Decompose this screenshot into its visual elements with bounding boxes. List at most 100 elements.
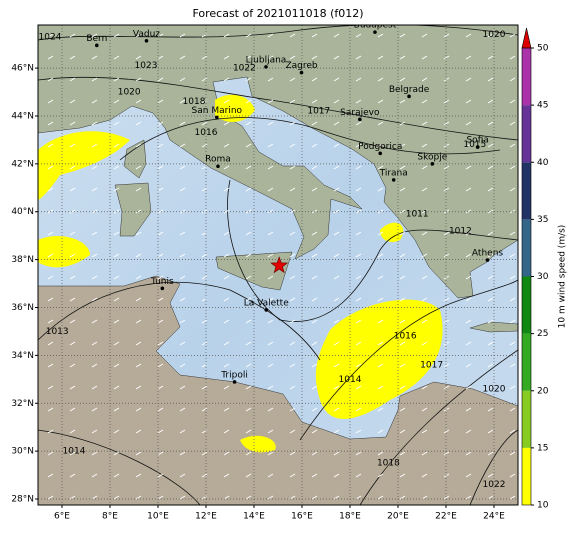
wind-barb	[223, 77, 230, 82]
city-dot	[264, 308, 269, 312]
x-tick-label: 6°E	[54, 512, 70, 522]
wind-barb	[355, 143, 362, 148]
colorbar-label: 10 m wind speed (m/s)	[558, 225, 568, 329]
wind-barb	[91, 209, 98, 214]
colorbar-bin	[522, 162, 531, 220]
wind-barb	[157, 165, 164, 170]
wind-barb	[421, 451, 428, 456]
wind-barb	[223, 99, 230, 104]
x-tick-label: 8°E	[102, 512, 118, 522]
wind-barb	[201, 209, 208, 214]
wind-barb	[201, 253, 208, 258]
wind-barb	[113, 121, 120, 126]
wind-barb	[443, 341, 450, 346]
y-tick-label: 36°N	[11, 303, 34, 313]
wind-barb	[135, 495, 142, 500]
city-label: Tunis	[150, 277, 174, 287]
wind-barb	[135, 407, 142, 412]
wind-barb	[487, 495, 494, 500]
isobar	[119, 117, 501, 161]
wind-barb	[377, 429, 384, 434]
wind-barb	[289, 143, 296, 148]
wind-barb	[267, 187, 274, 192]
wind-barb	[135, 77, 142, 82]
wind-barb	[47, 363, 54, 368]
wind-barb	[443, 143, 450, 148]
wind-barb	[135, 275, 142, 280]
wind-barb	[333, 341, 340, 346]
wind-barb	[443, 99, 450, 104]
wind-barb	[47, 253, 54, 258]
wind-barb	[289, 55, 296, 60]
city-dot	[407, 94, 411, 99]
wind-barb	[157, 231, 164, 236]
x-tick-label: 16°E	[291, 512, 313, 522]
wind-barb	[179, 231, 186, 236]
wind-barb	[135, 231, 142, 236]
wind-barb	[113, 55, 120, 60]
wind-barb	[355, 231, 362, 236]
wind-barb	[223, 495, 230, 500]
y-tick-label: 28°N	[11, 495, 34, 505]
wind-barb	[289, 77, 296, 82]
wind-barb	[245, 319, 252, 324]
wind-barb	[333, 319, 340, 324]
wind-barb	[421, 187, 428, 192]
colorbar: 10 15 20 25 30 35 40 45 50 10 m wind speed (m/s)	[521, 27, 568, 511]
wind-barb	[443, 187, 450, 192]
wind-barb	[509, 253, 516, 258]
wind-barb	[113, 77, 120, 82]
wind-barb	[377, 319, 384, 324]
wind-barb	[113, 363, 120, 368]
wind-barb	[421, 429, 428, 434]
wind-barb	[201, 275, 208, 280]
wind-barb	[465, 297, 472, 302]
wind-barb	[311, 473, 318, 478]
wind-barb	[223, 253, 230, 258]
wind-barb	[465, 209, 472, 214]
wind-barb	[179, 495, 186, 500]
wind-barb	[289, 165, 296, 170]
wind-barb	[465, 77, 472, 82]
wind-barb	[201, 77, 208, 82]
wind-barb	[355, 121, 362, 126]
wind-barb	[333, 99, 340, 104]
wind-barb	[421, 33, 428, 38]
wind-barb	[245, 297, 252, 302]
wind-barb	[267, 33, 274, 38]
isobar-label: 1022	[483, 480, 506, 490]
wind-barb	[157, 275, 164, 280]
wind-barb	[399, 451, 406, 456]
wind-barb	[311, 99, 318, 104]
wind-barb	[69, 319, 76, 324]
wind-barb	[201, 385, 208, 390]
wind-barb	[377, 253, 384, 258]
wind-barb	[201, 55, 208, 60]
wind-barb	[509, 407, 516, 412]
wind-barb	[509, 275, 516, 280]
wind-barb	[91, 341, 98, 346]
wind-barb	[223, 451, 230, 456]
wind-barb	[465, 99, 472, 104]
wind-barb	[69, 165, 76, 170]
wind-barb	[69, 33, 76, 38]
wind-barb	[289, 341, 296, 346]
city-label: Podgorica	[358, 142, 402, 152]
wind-barb	[223, 275, 230, 280]
wind-barb	[179, 33, 186, 38]
wind-barb	[47, 121, 54, 126]
wind-barb	[201, 407, 208, 412]
wind-barb	[267, 253, 274, 258]
city-label: Tripoli	[220, 370, 248, 380]
wind-barb	[91, 297, 98, 302]
wind-barb	[113, 187, 120, 192]
city-dot	[160, 286, 165, 291]
city-dot	[215, 115, 219, 120]
wind-barb	[509, 473, 516, 478]
wind-barb	[157, 33, 164, 38]
y-tick-label: 30°N	[11, 447, 34, 457]
wind-barb	[69, 121, 76, 126]
map-area: 1024 1023 1020 1022 1018 1016 1017 1020 1015 1011…	[38, 25, 518, 505]
x-tick-label: 20°E	[387, 512, 409, 522]
